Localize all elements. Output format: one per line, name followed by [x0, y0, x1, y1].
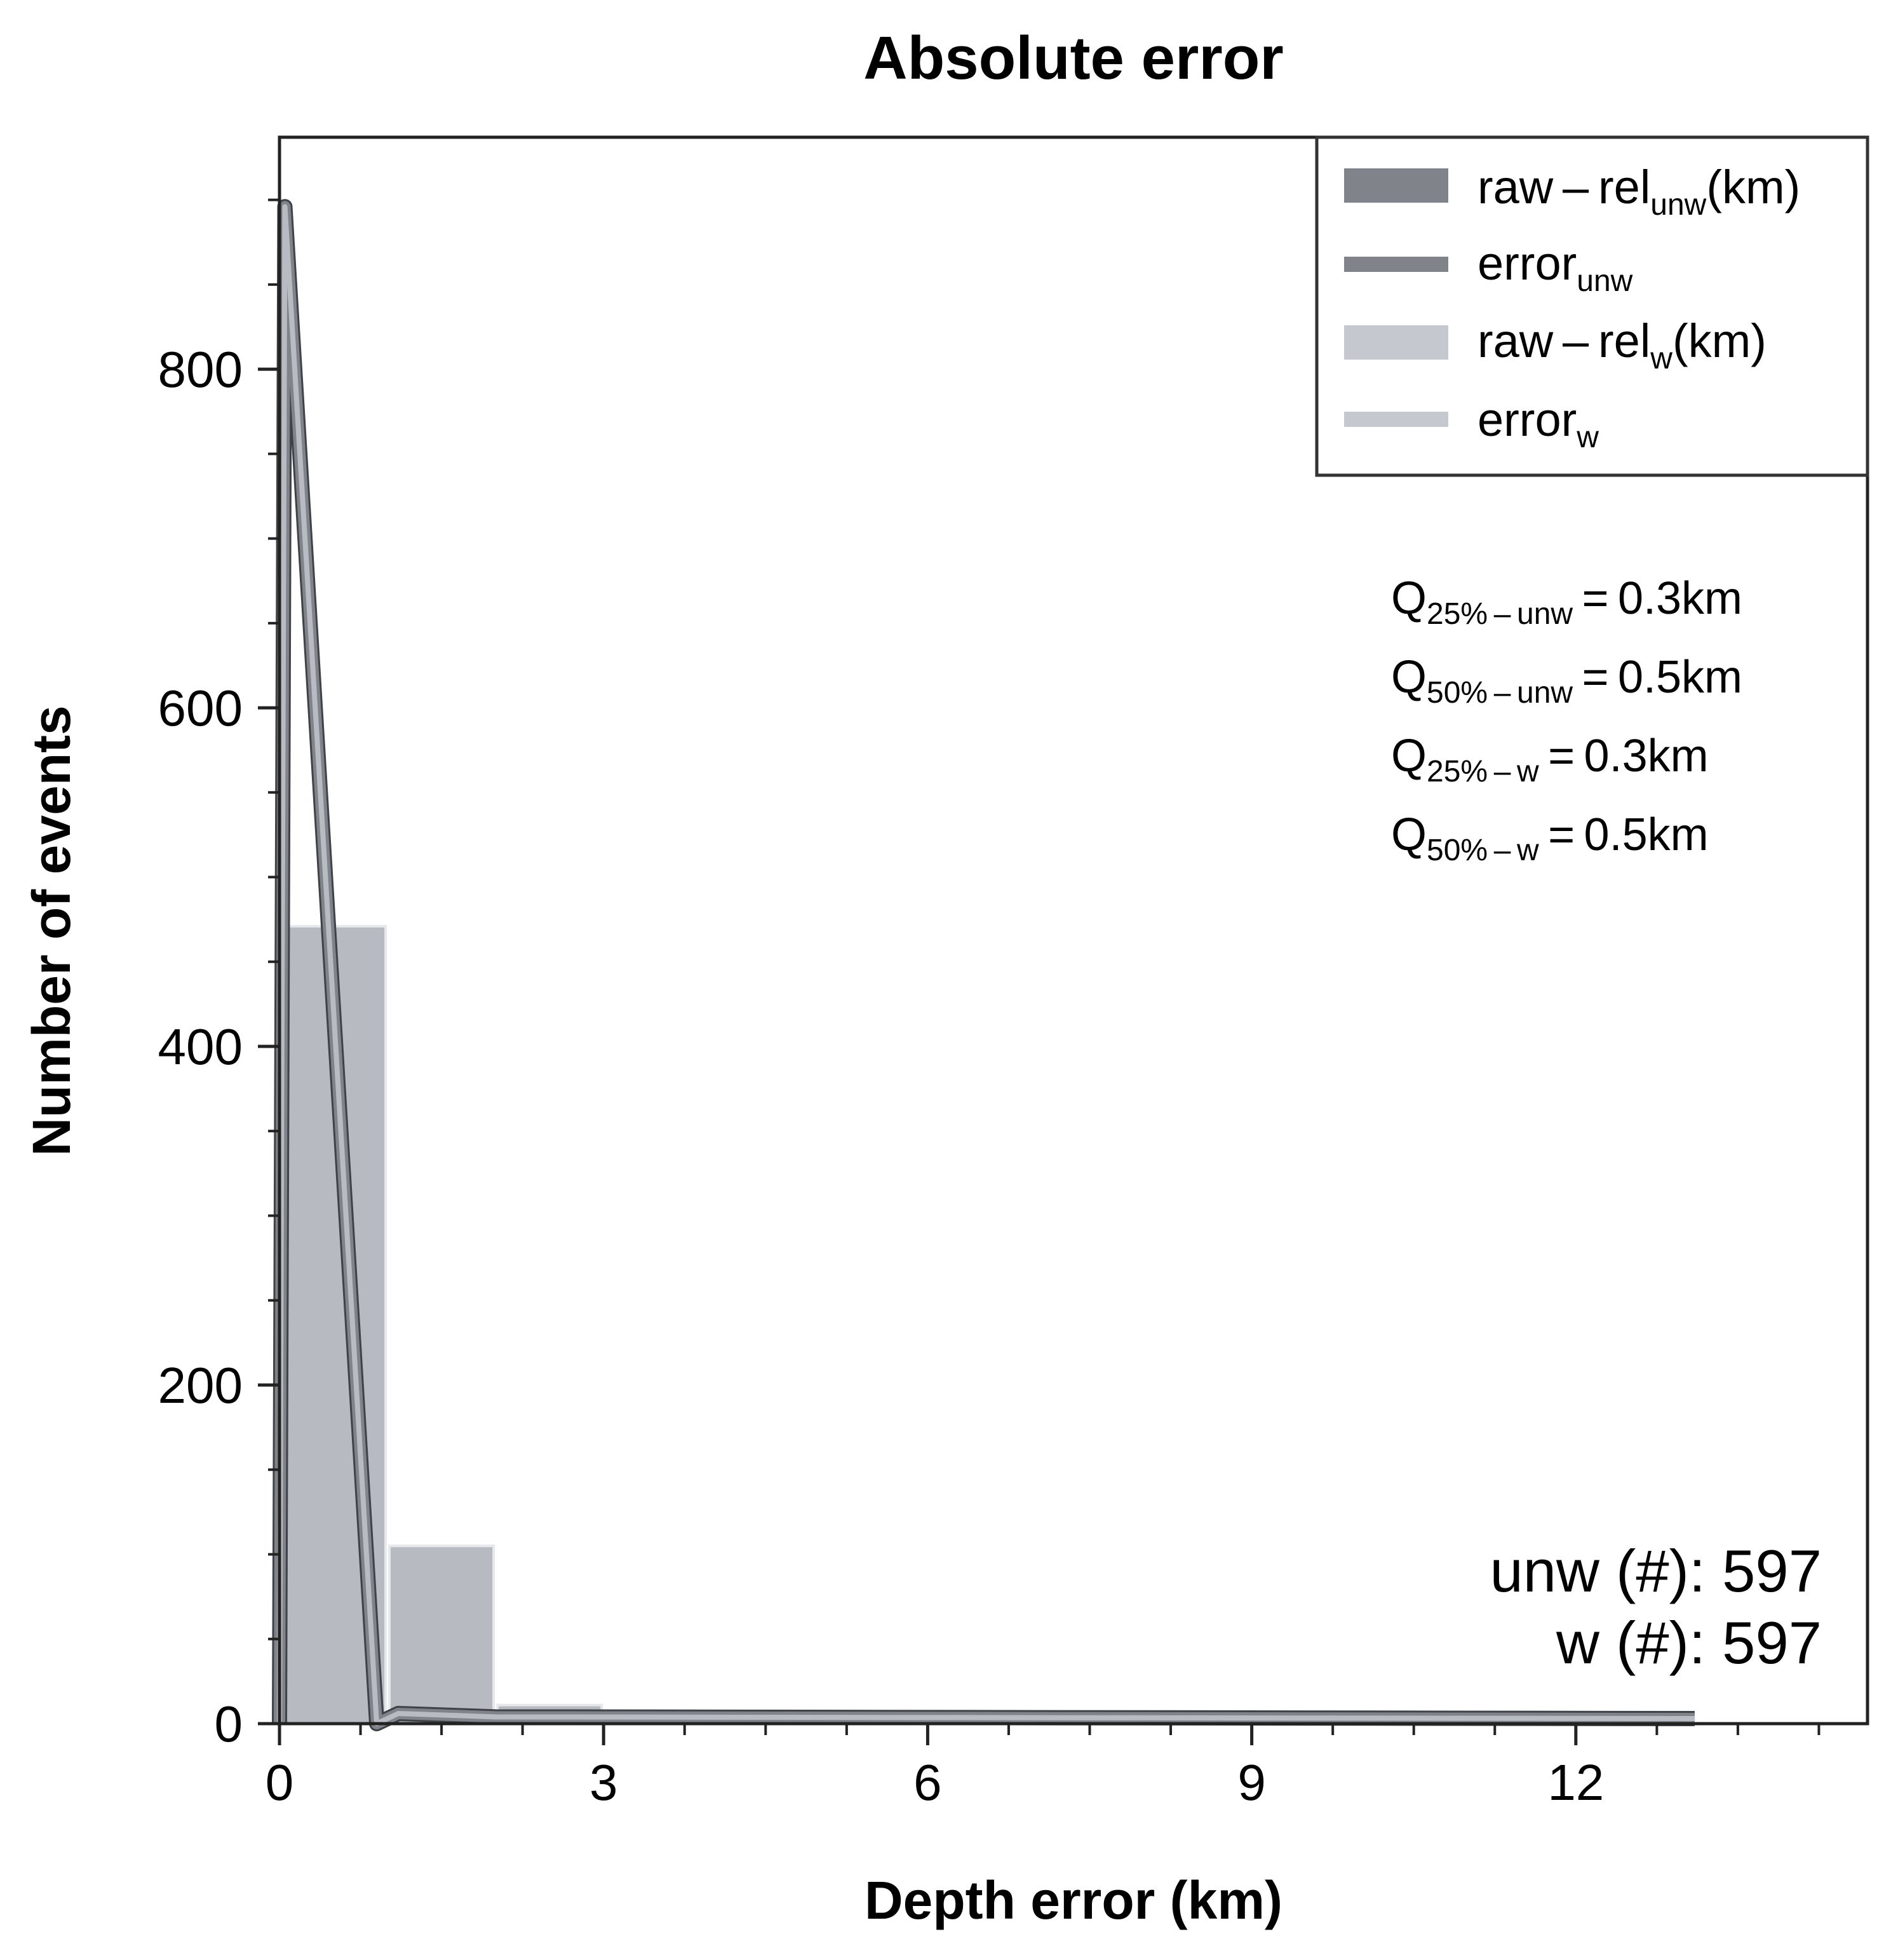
- legend-swatch-hist-unw: [1344, 168, 1448, 203]
- chart-title: Absolute error: [863, 24, 1283, 92]
- legend-swatch-hist-w: [1344, 325, 1448, 360]
- lines-layer: [272, 199, 1695, 1731]
- y-tick-label: 200: [158, 1357, 243, 1414]
- error-line-line_w: [277, 204, 1695, 1726]
- legend-swatch-line-w: [1344, 412, 1448, 427]
- x-axis: 0 3 6 9 12: [266, 1724, 1821, 1811]
- y-axis-label: Number of events: [22, 705, 81, 1156]
- x-axis-label: Depth error (km): [865, 1870, 1282, 1930]
- x-tick-label: 6: [913, 1754, 942, 1811]
- legend-label-hist-w: raw – relw(km): [1477, 314, 1767, 375]
- legend-label-hist-unw: raw – relunw(km): [1477, 161, 1800, 222]
- x-tick-label: 3: [589, 1754, 618, 1811]
- legend-label-line-w: errorw: [1477, 393, 1599, 454]
- quantile-annotation: Q25% – w = 0.3km: [1391, 731, 1709, 788]
- count-annotations: unw (#): 597 w (#): 597: [1490, 1538, 1822, 1676]
- count-w: w (#): 597: [1556, 1609, 1822, 1676]
- y-tick-label: 0: [215, 1696, 243, 1752]
- y-tick-label: 400: [158, 1018, 243, 1075]
- quantile-annotation: Q25% – unw = 0.3km: [1391, 573, 1742, 631]
- count-unw: unw (#): 597: [1490, 1538, 1822, 1604]
- quantile-annotation: Q50% – w = 0.5km: [1391, 809, 1709, 867]
- legend-label-line-unw: errorunw: [1477, 237, 1633, 298]
- y-tick-label: 800: [158, 341, 243, 398]
- quantile-annotation: Q50% – unw = 0.5km: [1391, 652, 1742, 710]
- legend-swatch-line-unw: [1344, 257, 1448, 272]
- x-tick-label: 0: [266, 1754, 294, 1811]
- x-tick-label: 9: [1237, 1754, 1266, 1811]
- y-axis: 0 200 400 600 800: [158, 198, 279, 1752]
- histogram-bar-hist_w: [388, 1544, 495, 1725]
- y-tick-label: 600: [158, 680, 243, 736]
- quantile-annotations: Q25% – unw = 0.3km Q50% – unw = 0.5km Q2…: [1391, 573, 1742, 867]
- legend: raw – relunw(km) errorunw raw – relw(km)…: [1315, 135, 1869, 477]
- plot-frame: [278, 135, 1869, 1726]
- x-tick-label: 12: [1547, 1754, 1604, 1811]
